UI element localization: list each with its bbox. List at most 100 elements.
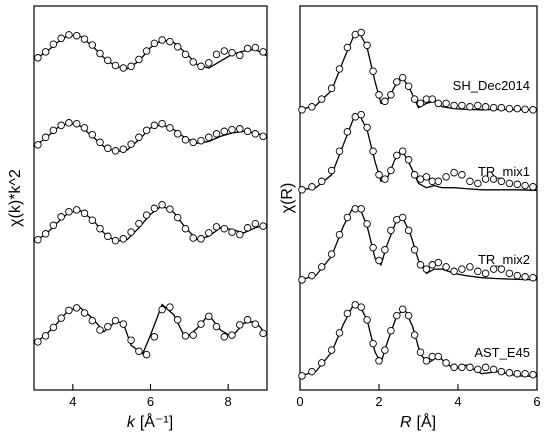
r-space-x-axis-title: R [Å] [400, 412, 436, 431]
data-point [398, 147, 407, 155]
data-point [127, 228, 135, 236]
data-point [497, 367, 506, 376]
data-point [88, 216, 97, 224]
data-point [259, 48, 267, 56]
data-point [197, 235, 205, 243]
data-point [343, 43, 352, 52]
data-point [142, 211, 151, 219]
data-point [505, 179, 514, 188]
data-point [236, 321, 244, 329]
data-point [57, 121, 65, 130]
data-point [393, 151, 401, 160]
data-point [375, 91, 383, 99]
data-point [466, 177, 474, 186]
data-point [212, 50, 221, 59]
data-point [317, 95, 326, 103]
data-point [88, 41, 97, 49]
series-0-2 [33, 201, 268, 245]
data-point [497, 103, 506, 112]
k-space-x-ticks: 4 6 8 [69, 384, 232, 409]
data-point [489, 103, 498, 112]
data-point [387, 166, 395, 175]
data-point [259, 132, 267, 141]
data-point [49, 221, 58, 230]
r-space-panel: 0 2 4 6 R [Å] χ(R) SH_Dec2014 TR_mix1 TR_mix… [279, 5, 541, 431]
data-point [150, 333, 159, 341]
data-point [521, 273, 529, 281]
data-point [404, 311, 413, 320]
data-point [489, 365, 498, 374]
data-point [398, 73, 407, 82]
data-point [228, 48, 236, 57]
r-space-plot-frame [299, 5, 538, 391]
series-label-tr-mix2: TR_mix2 [478, 252, 530, 267]
data-point [80, 124, 89, 132]
data-point [111, 61, 120, 70]
data-point [489, 175, 498, 183]
data-point [197, 62, 205, 71]
data-point [529, 183, 537, 191]
data-point [343, 213, 352, 222]
data-point [381, 175, 389, 183]
data-point [158, 201, 166, 209]
data-point [41, 332, 50, 340]
data-point [466, 363, 474, 372]
data-point [57, 34, 65, 43]
data-point [150, 39, 159, 48]
data-point [173, 43, 182, 51]
data-point [381, 246, 389, 254]
data-point [197, 320, 205, 328]
data-point [127, 140, 135, 148]
data-point [335, 65, 344, 73]
data-point [474, 267, 482, 276]
x-tick-label: 2 [375, 394, 382, 409]
data-point [57, 213, 65, 221]
data-point [166, 205, 174, 213]
data-point [243, 127, 252, 136]
data-point [513, 271, 522, 280]
data-point [135, 347, 143, 356]
fit-line [299, 31, 537, 111]
data-point [404, 82, 413, 90]
data-point [104, 56, 112, 65]
data-point [135, 219, 143, 228]
data-point [119, 320, 128, 328]
series-1-3 [298, 301, 538, 380]
data-point [189, 58, 197, 66]
data-point [363, 316, 371, 324]
data-point [466, 263, 474, 271]
data-point [243, 44, 252, 53]
r-space-x-ticks: 0 2 4 6 [296, 384, 541, 409]
data-point [189, 234, 197, 242]
data-point [236, 125, 244, 133]
data-point [181, 332, 190, 340]
data-point [317, 177, 326, 186]
data-point [166, 37, 174, 46]
data-point [228, 228, 236, 236]
fit-line [33, 122, 268, 153]
series-label-sh-dec2014: SH_Dec2014 [453, 78, 530, 93]
data-point [434, 99, 443, 108]
fit-line [299, 304, 538, 377]
data-point [34, 338, 42, 346]
data-point [308, 103, 316, 111]
data-point [228, 125, 236, 134]
data-point [205, 133, 213, 142]
data-point [212, 322, 221, 331]
data-point [41, 48, 50, 56]
k-space-x-axis-unit: [Å⁻¹] [140, 412, 173, 431]
data-point [497, 265, 506, 273]
data-point [335, 147, 344, 155]
data-point [212, 223, 221, 231]
data-point [173, 130, 182, 138]
data-point [34, 141, 42, 149]
data-point [158, 119, 166, 128]
data-point [422, 357, 431, 365]
data-point [65, 31, 73, 39]
k-space-x-axis-var: k [127, 414, 136, 431]
data-point [458, 265, 466, 273]
data-point [135, 133, 143, 142]
data-point [158, 36, 166, 44]
data-point [529, 370, 537, 379]
data-point [57, 314, 65, 322]
